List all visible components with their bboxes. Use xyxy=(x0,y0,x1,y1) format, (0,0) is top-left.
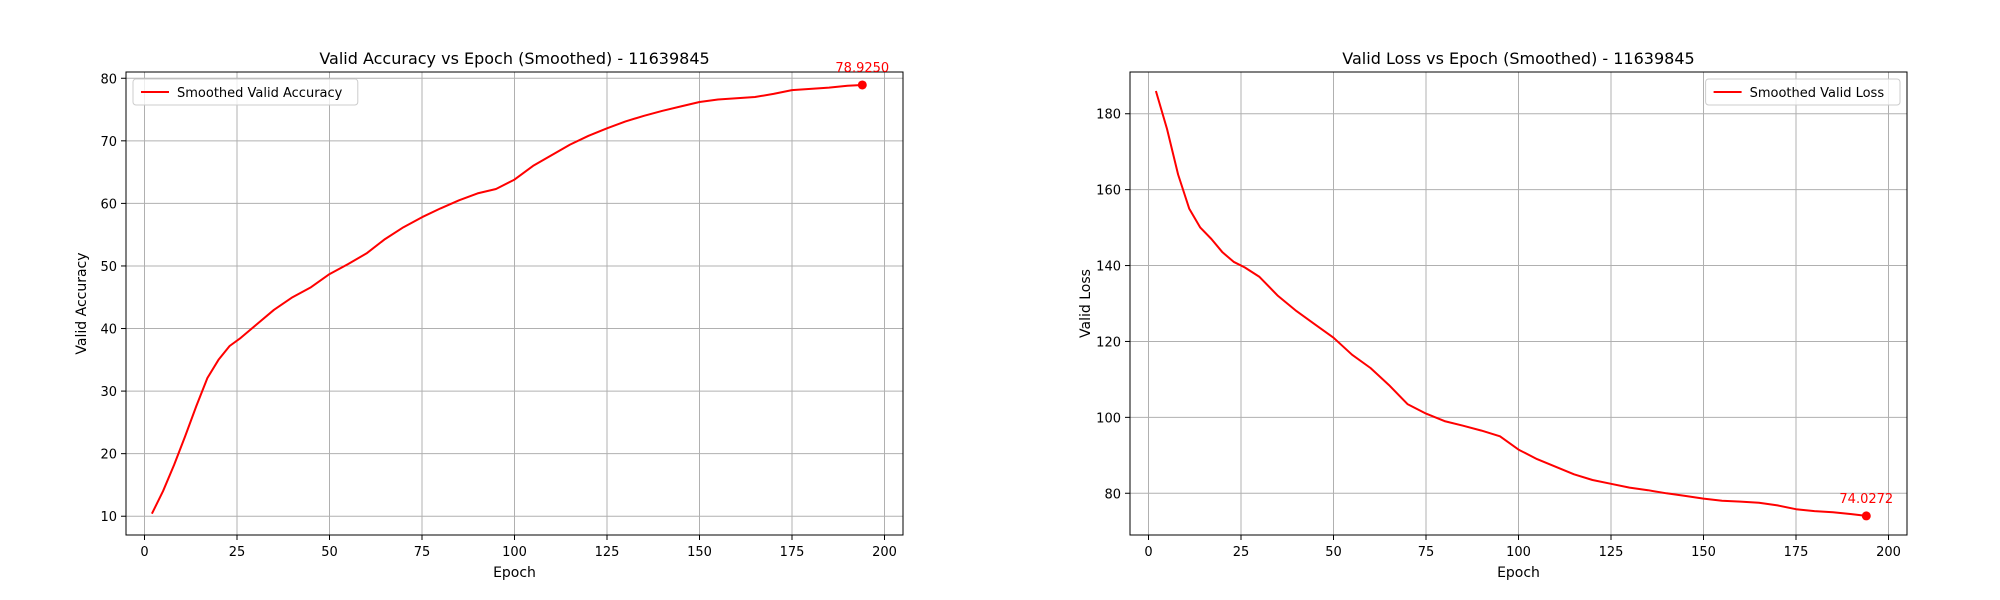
accuracy-grid xyxy=(126,72,903,535)
loss-final-value-label: 74.0272 xyxy=(1839,492,1893,507)
accuracy-x-tick-label: 0 xyxy=(140,545,148,560)
accuracy-x-tick-label: 125 xyxy=(595,545,620,560)
accuracy-y-tick-label: 50 xyxy=(100,260,117,275)
loss-x-axis-label: Epoch xyxy=(1497,565,1540,581)
accuracy-final-point xyxy=(857,80,867,90)
accuracy-series-line xyxy=(151,84,863,515)
accuracy-legend-label: Smoothed Valid Accuracy xyxy=(177,86,343,101)
loss-series-line xyxy=(1154,90,1867,517)
loss-y-tick-label: 180 xyxy=(1096,108,1121,123)
accuracy-legend-box xyxy=(132,78,359,106)
accuracy-x-tick-label: 100 xyxy=(502,545,527,560)
loss-y-tick-label: 120 xyxy=(1096,335,1121,350)
accuracy-x-tick-label: 175 xyxy=(780,545,805,560)
loss-grid xyxy=(1130,72,1907,535)
loss-plot-frame xyxy=(1129,71,1908,536)
accuracy-x-tick-label: 75 xyxy=(414,545,431,560)
accuracy-y-tick-label: 70 xyxy=(100,135,117,150)
loss-x-tick-label: 0 xyxy=(1144,545,1152,560)
loss-y-tick-label: 80 xyxy=(1104,487,1121,502)
accuracy-y-tick-label: 40 xyxy=(100,323,117,338)
loss-chart: 0 25 50 75 100 125 150 175 20080100120140160180 … xyxy=(1078,49,1908,581)
loss-x-tick-label: 200 xyxy=(1876,545,1901,560)
accuracy-series-layer xyxy=(151,80,867,515)
accuracy-chart: 0 25 50 75 100 125 150 175 200 10 20 30 40 50 60 70 80 V… xyxy=(74,49,904,581)
accuracy-ticks: 0 25 50 75 100 125 150 175 200 10 20 30 40 50 60 70 80 xyxy=(100,72,896,560)
accuracy-x-axis-label: Epoch xyxy=(493,565,536,581)
accuracy-y-tick-label: 30 xyxy=(100,385,117,400)
loss-final-point xyxy=(1861,511,1871,521)
loss-x-tick-label: 50 xyxy=(1325,545,1342,560)
loss-y-axis-label: Valid Loss xyxy=(1078,269,1094,338)
loss-legend-box xyxy=(1705,78,1901,106)
accuracy-x-tick-label: 25 xyxy=(229,545,246,560)
accuracy-final-value-label: 78.9250 xyxy=(835,61,889,76)
loss-ticks: 0 25 50 75 100 125 150 175 200 80 100 120 140 160 180 xyxy=(1096,108,1901,560)
accuracy-y-tick-label: 20 xyxy=(100,448,117,463)
accuracy-legend: Smoothed Valid Accuracy xyxy=(132,78,359,106)
loss-x-tick-label: 75 xyxy=(1418,545,1435,560)
loss-y-tick-label: 160 xyxy=(1096,184,1121,199)
accuracy-y-axis-label: Valid Accuracy xyxy=(74,252,90,354)
loss-legend: Smoothed Valid Loss xyxy=(1705,78,1901,106)
loss-x-tick-label: 150 xyxy=(1691,545,1716,560)
loss-series-layer xyxy=(1154,90,1871,521)
accuracy-x-tick-label: 200 xyxy=(872,545,897,560)
accuracy-y-tick-label: 60 xyxy=(100,197,117,212)
accuracy-plot-frame xyxy=(125,71,904,536)
accuracy-y-tick-label: 10 xyxy=(100,510,117,525)
accuracy-x-tick-label: 150 xyxy=(687,545,712,560)
loss-legend-label: Smoothed Valid Loss xyxy=(1750,86,1885,101)
loss-x-tick-label: 125 xyxy=(1599,545,1624,560)
loss-x-tick-label: 100 xyxy=(1506,545,1531,560)
loss-x-tick-label: 175 xyxy=(1784,545,1809,560)
loss-x-tick-label: 25 xyxy=(1233,545,1250,560)
loss-chart-title: Valid Loss vs Epoch (Smoothed) - 1163984… xyxy=(1342,49,1694,68)
loss-y-tick-label: 140 xyxy=(1096,260,1121,275)
loss-y-tick-label: 100 xyxy=(1096,411,1121,426)
accuracy-y-tick-label: 80 xyxy=(100,72,117,87)
accuracy-chart-title: Valid Accuracy vs Epoch (Smoothed) - 116… xyxy=(319,49,709,68)
accuracy-x-tick-label: 50 xyxy=(321,545,338,560)
